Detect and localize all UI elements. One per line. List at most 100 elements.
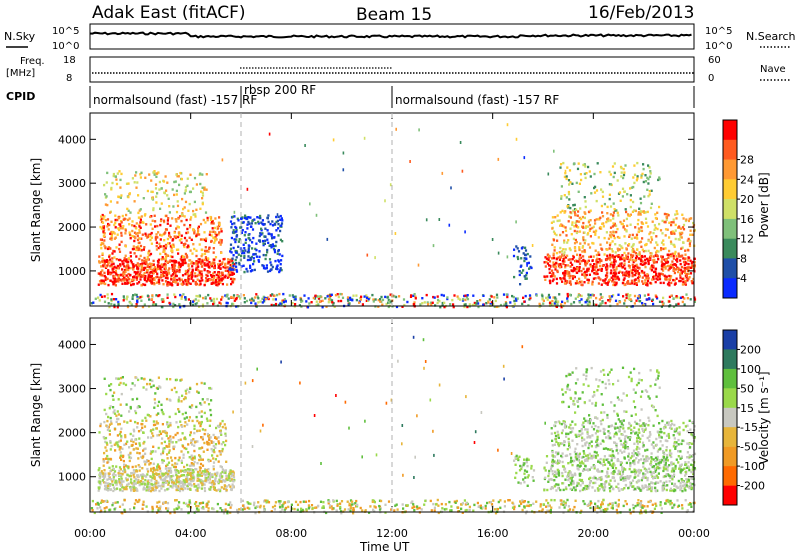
echo-pixel [637,218,640,222]
echo-pixel [110,383,113,386]
echo-pixel [232,268,235,271]
echo-pixel [159,219,163,223]
echo-pixel [535,294,538,297]
echo-pixel [589,476,592,480]
echo-pixel [635,283,638,286]
echo-pixel [542,302,545,305]
echo-pixel [120,477,123,481]
echo-pixel [208,443,211,446]
echo-pixel [148,173,151,176]
count-right-tick-top: 10^5 [705,26,732,37]
echo-pixel [152,434,155,438]
echo-pixel [261,219,264,222]
echo-pixel [153,278,156,282]
echo-pixel [306,306,310,309]
echo-pixel [175,173,178,176]
echo-pixel [612,211,615,214]
echo-pixel [622,219,626,222]
echo-pixel [196,278,199,281]
echo-pixel [133,479,136,483]
echo-pixel [414,295,417,298]
echo-pixel [136,232,139,235]
echo-pixel [152,263,155,266]
echo-pixel [200,458,203,461]
echo-pixel [347,299,350,302]
echo-pixel [674,250,677,254]
echo-pixel [578,301,581,304]
echo-pixel [551,303,554,306]
echo-pixel [526,262,529,265]
echo-pixel [575,224,578,227]
echo-pixel [166,457,169,460]
echo-pixel [564,226,567,229]
echo-pixel [246,250,249,254]
echo-pixel [662,296,665,300]
echo-pixel [201,438,204,441]
echo-pixel [144,232,147,235]
echo-pixel [625,296,628,300]
echo-pixel [599,264,602,268]
echo-pixel [175,189,178,193]
echo-pixel [170,440,173,444]
echo-pixel [177,477,180,481]
echo-pixel [239,297,242,300]
echo-pixel [143,377,146,381]
echo-pixel [129,251,132,254]
echo-pixel [567,220,570,223]
echo-pixel [130,489,133,492]
echo-pixel [192,438,195,441]
echo-pixel [110,478,113,481]
echo-pixel [380,295,383,299]
echo-pixel [270,263,273,267]
echo-pixel [107,426,110,429]
echo-pixel [210,222,213,225]
echo-pixel [625,293,628,296]
echo-pixel [517,481,520,484]
echo-pixel [195,260,198,263]
echo-pixel [601,295,604,299]
echo-pixel [566,205,569,208]
echo-pixel [117,275,120,278]
echo-pixel [194,281,197,284]
echo-pixel [597,217,600,221]
echo-pixel [155,482,158,485]
echo-pixel [102,280,105,283]
echo-pixel [106,428,109,432]
echo-pixel [262,264,265,268]
echo-pixel [131,465,134,469]
echo-pixel [201,274,204,278]
echo-pixel [228,271,231,274]
echo-pixel [234,258,237,262]
echo-pixel [442,294,445,297]
echo-pixel [137,457,140,460]
echo-pixel [109,264,112,268]
echo-pixel [112,174,115,178]
echo-pixel [126,478,129,481]
echo-pixel [217,271,220,274]
echo-pixel [133,252,136,255]
echo-pixel [117,300,120,304]
echo-pixel [136,489,139,492]
echo-pixel [667,268,670,272]
echo-pixel [179,264,183,267]
echo-pixel [117,280,120,283]
echo-pixel [157,267,160,271]
echo-pixel [184,296,187,299]
echo-pixel [207,458,210,462]
echo-pixel [217,233,220,236]
echo-pixel [222,441,225,444]
echo-pixel [151,476,154,480]
echo-pixel [658,222,661,226]
echo-pixel [175,378,178,382]
echo-pixel [108,423,112,426]
echo-pixel [178,475,181,478]
echo-pixel [120,479,123,482]
echo-pixel [113,277,116,280]
echo-pixel [164,252,167,256]
echo-pixel [111,483,115,487]
echo-pixel [578,216,581,220]
echo-pixel [119,186,122,189]
echo-pixel [267,214,270,217]
echo-pixel [421,302,424,305]
